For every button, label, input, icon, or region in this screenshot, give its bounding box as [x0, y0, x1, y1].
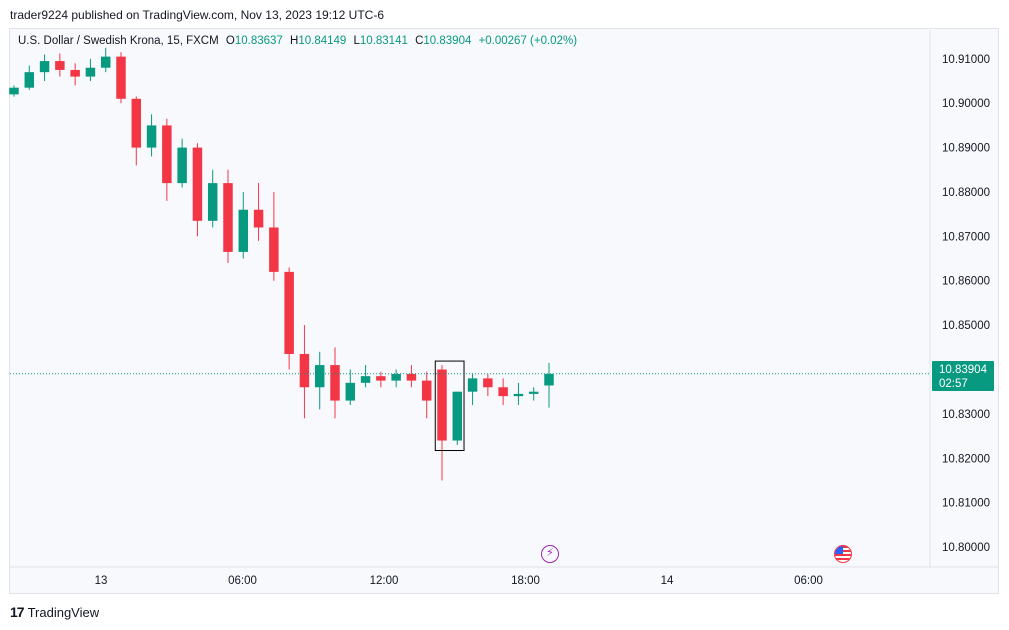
candle-body — [131, 98, 142, 148]
overlay-layer — [10, 360, 930, 452]
price-tick-label: 10.91000 — [942, 54, 990, 66]
candle-body — [284, 271, 294, 354]
candle-body — [24, 72, 35, 88]
candle-body — [39, 61, 50, 73]
high-value: 10.84149 — [298, 35, 347, 47]
symbol-legend[interactable]: U.S. Dollar / Swedish Krona, 15, FXCM O1… — [18, 35, 577, 47]
candle-body — [513, 393, 524, 397]
candle-body — [544, 373, 554, 386]
candle-body — [85, 67, 96, 77]
candle-body — [100, 56, 111, 68]
price-tick-label: 10.85000 — [942, 320, 990, 332]
brand-footer[interactable]: 17 TradingView — [10, 604, 99, 620]
candle-body — [452, 391, 463, 441]
change-value: +0.00267 (+0.02%) — [478, 35, 578, 47]
candle-body — [162, 125, 172, 184]
last-price-badge: 10.83904 02:57 — [932, 361, 994, 391]
bar-countdown: 02:57 — [939, 378, 968, 390]
price-tick-label: 10.86000 — [942, 276, 990, 288]
candle-body — [192, 147, 203, 221]
price-tick-label: 10.81000 — [942, 498, 990, 510]
time-tick-label: 18:00 — [511, 575, 540, 587]
low-label: L — [353, 35, 360, 47]
candle-body — [207, 183, 218, 221]
time-tick-label: 14 — [661, 575, 674, 587]
tradingview-logo-icon: 17 — [10, 604, 25, 620]
time-axis[interactable]: 13 06:00 12:00 18:00 14 06:00 — [10, 566, 998, 587]
candle-body — [177, 147, 187, 184]
time-tick-label: 13 — [95, 575, 108, 587]
price-tick-label: 10.88000 — [942, 187, 990, 199]
candle-body — [467, 378, 478, 392]
brand-name: TradingView — [27, 604, 100, 620]
candle-body — [483, 378, 493, 388]
candle-body — [70, 69, 80, 77]
candle-body — [406, 373, 417, 381]
highlight-box — [434, 360, 465, 452]
time-tick-label: 12:00 — [370, 575, 399, 587]
candle-body — [360, 376, 371, 383]
price-tick-label: 10.83000 — [942, 409, 990, 421]
high-label: H — [290, 35, 299, 47]
candle-body — [9, 87, 19, 95]
close-label: C — [415, 35, 424, 47]
open-value: 10.83637 — [234, 35, 283, 47]
us-flag-icon[interactable] — [834, 545, 852, 563]
candle-body — [238, 209, 249, 252]
price-tick-label: 10.80000 — [942, 542, 990, 554]
candle-body — [391, 373, 401, 381]
chart-frame[interactable] — [9, 28, 999, 594]
candle-body — [253, 209, 264, 228]
price-tick-label: 10.87000 — [942, 231, 990, 243]
candle-body — [376, 376, 386, 381]
time-tick-label: 06:00 — [794, 575, 823, 587]
candle-body — [314, 365, 325, 388]
candle-body — [498, 387, 508, 397]
open-label: O — [225, 35, 235, 47]
price-tick-label: 10.90000 — [942, 98, 990, 110]
candle-body — [223, 183, 233, 252]
candle-body — [269, 227, 279, 272]
symbol-name: U.S. Dollar / Swedish Krona, 15, FXCM — [18, 35, 219, 47]
candle-body — [299, 353, 310, 388]
candle-body — [55, 61, 65, 70]
publisher-info: trader9224 published on TradingView.com,… — [10, 8, 385, 22]
candle-body — [528, 391, 539, 394]
price-tick-label: 10.89000 — [942, 143, 990, 155]
candles-layer — [9, 47, 554, 481]
price-tick-label: 10.82000 — [942, 453, 990, 465]
candle-body — [345, 382, 356, 401]
time-tick-label: 06:00 — [228, 575, 257, 587]
lightning-icon[interactable]: ⚡ — [541, 545, 559, 563]
candle-body — [421, 380, 432, 401]
price-axis[interactable]: 10.91000 10.90000 10.89000 10.88000 10.87000… — [929, 30, 990, 567]
last-price-value: 10.83904 — [939, 364, 987, 376]
close-value: 10.83904 — [423, 35, 472, 47]
candle-body — [116, 56, 126, 99]
candle-body — [330, 365, 340, 401]
candle-body — [437, 369, 447, 441]
low-value: 10.83141 — [359, 35, 408, 47]
candle-body — [146, 125, 157, 148]
